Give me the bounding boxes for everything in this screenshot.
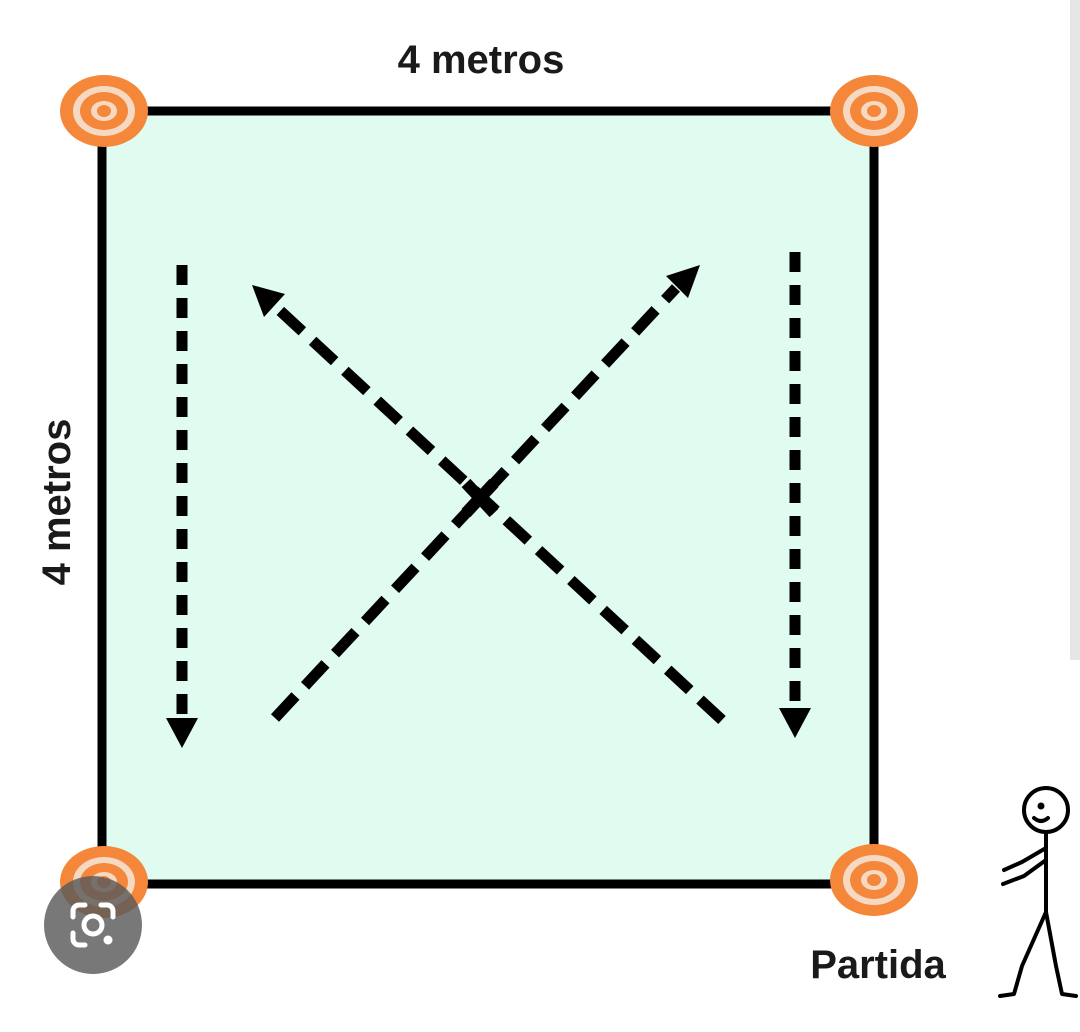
cone-top-left-icon	[60, 75, 148, 147]
stick-figure-icon	[998, 786, 1078, 998]
top-dimension-label: 4 metros	[398, 38, 565, 82]
cone-bottom-right-icon	[830, 844, 918, 916]
arrow-diagonal-up-left	[252, 285, 726, 725]
cross-mark	[461, 478, 499, 518]
arrow-left-down	[166, 265, 198, 748]
cone-top-right-icon	[830, 75, 918, 147]
arrow-right-down	[779, 252, 811, 738]
start-label: Partida	[810, 943, 946, 987]
lens-button[interactable]	[44, 876, 142, 974]
side-dimension-label: 4 metros	[35, 419, 79, 586]
scroll-edge-bar	[1070, 0, 1080, 660]
google-lens-icon	[70, 902, 116, 948]
